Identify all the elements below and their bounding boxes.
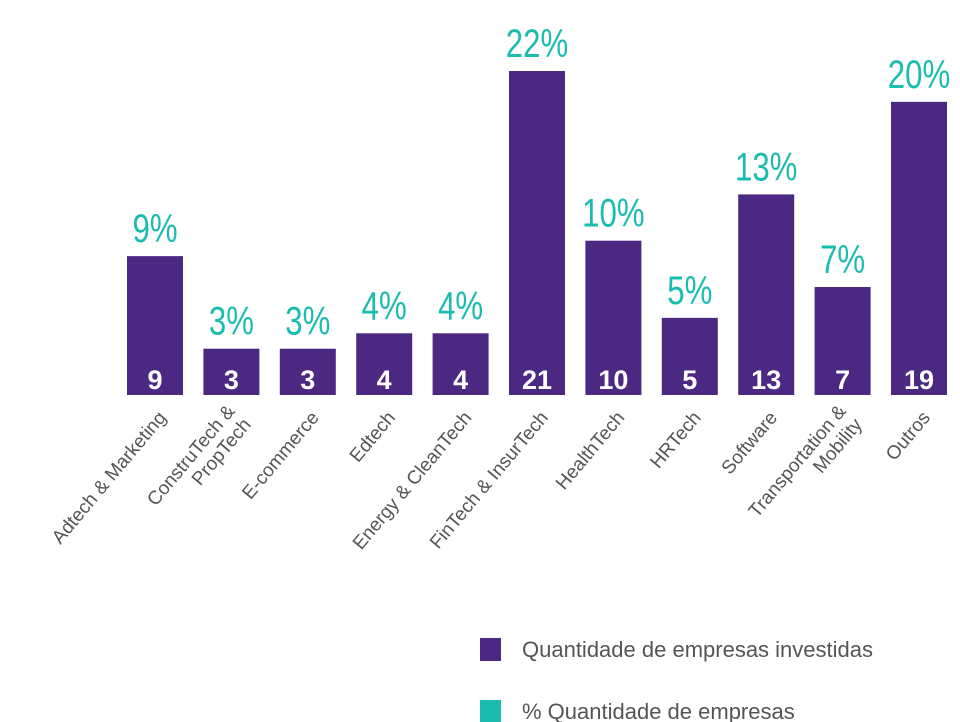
x-tick-label: HealthTech [552, 408, 629, 494]
x-tick-label: E-commerce [238, 408, 323, 504]
percent-label: 5% [667, 268, 712, 313]
percent-label: 9% [132, 206, 177, 251]
bar [432, 333, 489, 395]
percent-label: 20% [888, 52, 950, 97]
x-tick-label: Adtech & Marketing [48, 408, 171, 549]
bar-count-label: 3 [300, 365, 315, 395]
bar [509, 71, 565, 395]
x-tick-label: Outros [882, 408, 935, 465]
x-tick-label: HRTech [646, 408, 705, 473]
bar [738, 194, 795, 395]
bar-count-label: 10 [598, 365, 628, 395]
percent-label: 13% [735, 145, 797, 190]
legend-label: % Quantidade de empresas [522, 699, 795, 722]
bar-count-label: 19 [904, 365, 934, 395]
bar [356, 333, 413, 395]
legend-swatch [480, 638, 501, 661]
bar-count-label: 13 [751, 365, 781, 395]
bar [814, 287, 871, 395]
percent-label: 3% [285, 299, 330, 344]
x-tick-label: Edtech [346, 408, 400, 467]
x-tick-label: Software [718, 408, 782, 479]
bar [585, 240, 642, 395]
bar-count-label: 21 [522, 365, 552, 395]
bar-count-label: 4 [377, 365, 392, 395]
bar-count-label: 9 [147, 365, 162, 395]
percent-label: 4% [362, 284, 407, 329]
bar-count-label: 7 [835, 365, 850, 395]
percent-label: 22% [506, 21, 568, 66]
bar-count-label: 3 [224, 365, 239, 395]
bar-count-label: 4 [453, 365, 468, 395]
bar [203, 348, 260, 395]
bar [891, 101, 947, 395]
bar-count-label: 5 [682, 365, 697, 395]
percent-label: 3% [209, 299, 254, 344]
bar [279, 348, 336, 395]
legend-swatch [480, 700, 501, 722]
percent-label: 4% [438, 284, 483, 329]
bar [661, 317, 718, 395]
percent-label: 10% [582, 191, 644, 236]
legend-label: Quantidade de empresas investidas [522, 637, 873, 662]
bar [127, 256, 183, 395]
percent-label: 7% [820, 237, 865, 282]
